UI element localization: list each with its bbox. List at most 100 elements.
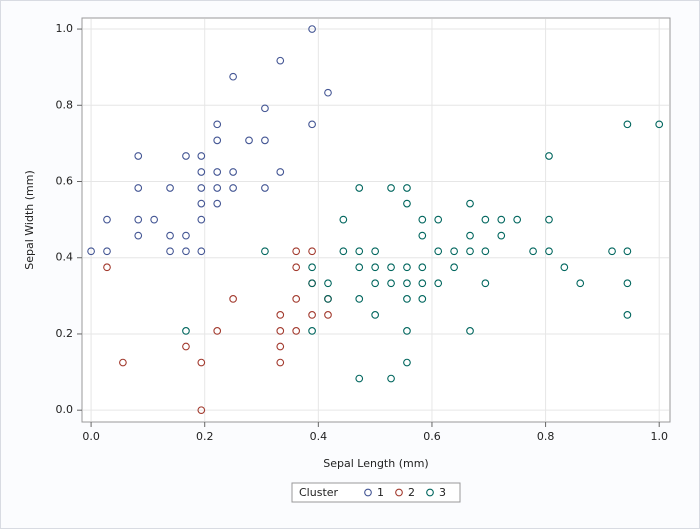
point <box>150 215 159 224</box>
point <box>182 247 190 256</box>
point <box>655 120 664 129</box>
point <box>576 279 585 288</box>
point <box>418 279 427 288</box>
point <box>166 184 174 192</box>
point <box>545 152 553 160</box>
point <box>308 311 316 319</box>
point <box>545 247 553 256</box>
point <box>403 327 411 335</box>
y-tick-label: 0.6 <box>56 175 74 188</box>
point <box>292 247 301 256</box>
point <box>197 152 206 160</box>
y-axis-label: Sepal Width (mm) <box>23 170 36 270</box>
point <box>197 358 206 367</box>
point <box>197 215 206 224</box>
y-tick-label: 1.0 <box>56 22 74 35</box>
point <box>292 295 301 303</box>
point <box>623 247 632 256</box>
point <box>324 88 332 97</box>
point <box>197 199 206 208</box>
point <box>623 120 632 129</box>
legend <box>291 482 461 503</box>
point <box>434 247 443 256</box>
point <box>481 215 490 224</box>
point <box>119 358 127 367</box>
point <box>261 247 269 256</box>
point <box>229 295 237 303</box>
point <box>513 215 522 224</box>
plot-area <box>81 17 671 423</box>
point <box>292 327 301 335</box>
point <box>308 25 316 33</box>
point <box>355 247 364 256</box>
point <box>466 247 474 256</box>
point <box>466 327 474 335</box>
point <box>182 152 190 160</box>
point <box>308 263 316 272</box>
point <box>245 136 253 145</box>
point <box>197 406 206 415</box>
point <box>497 231 506 240</box>
point <box>182 231 190 240</box>
x-tick-label: 1.0 <box>650 430 668 443</box>
point <box>371 311 379 319</box>
point <box>276 358 285 367</box>
point <box>261 184 269 192</box>
point <box>371 279 379 288</box>
point <box>387 184 395 192</box>
point <box>387 263 395 272</box>
point <box>276 342 285 351</box>
point <box>292 263 301 272</box>
point <box>308 120 316 129</box>
point <box>308 327 316 335</box>
point <box>403 263 411 272</box>
legend-marker <box>426 488 434 497</box>
point <box>403 295 411 303</box>
point <box>403 279 411 288</box>
point <box>166 231 174 240</box>
point <box>418 263 427 272</box>
point <box>213 136 222 145</box>
point <box>403 199 411 208</box>
point <box>229 72 237 81</box>
point <box>324 295 332 303</box>
point <box>134 231 143 240</box>
point <box>560 263 569 272</box>
point <box>371 263 379 272</box>
point <box>403 184 411 192</box>
point <box>103 247 111 256</box>
legend-marker <box>364 488 372 497</box>
point <box>276 168 285 176</box>
point <box>134 152 143 160</box>
point <box>355 374 364 383</box>
point <box>166 247 174 256</box>
point <box>371 247 379 256</box>
x-tick-label: 0.6 <box>423 430 441 443</box>
point <box>197 168 206 176</box>
point <box>545 215 553 224</box>
point <box>387 374 395 383</box>
y-tick-label: 0.4 <box>56 251 74 264</box>
point <box>355 184 364 192</box>
point <box>623 311 632 319</box>
point <box>134 215 143 224</box>
point <box>387 279 395 288</box>
point <box>103 263 111 272</box>
point <box>182 342 190 351</box>
point <box>623 279 632 288</box>
legend-label: 3 <box>439 486 446 499</box>
point <box>308 279 316 288</box>
point <box>197 184 206 192</box>
point <box>87 247 95 256</box>
point <box>418 231 427 240</box>
point <box>418 295 427 303</box>
point <box>339 247 348 256</box>
point <box>197 247 206 256</box>
point <box>403 358 411 367</box>
point <box>276 311 285 319</box>
point <box>276 56 285 65</box>
point <box>213 327 222 335</box>
point <box>182 327 190 335</box>
point <box>229 168 237 176</box>
